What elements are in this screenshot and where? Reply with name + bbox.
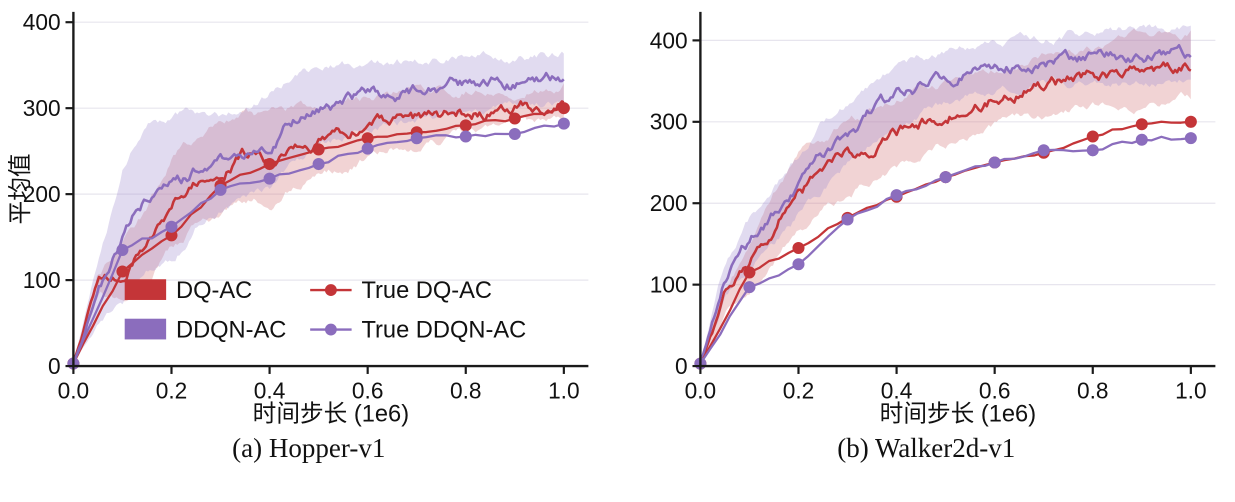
- svg-text:100: 100: [23, 267, 61, 293]
- svg-text:0.6: 0.6: [978, 378, 1010, 404]
- series-true-ddqn-ac: [693, 132, 1197, 370]
- svg-text:DQ-AC: DQ-AC: [176, 278, 252, 304]
- marker-true-ddqn-ac: [508, 127, 521, 140]
- axes: [65, 11, 589, 374]
- marker-true-dq-ac: [361, 132, 374, 145]
- marker-true-ddqn-ac: [742, 281, 755, 294]
- band-ddqn-ac: [73, 50, 564, 366]
- marker-true-ddqn-ac: [1135, 133, 1148, 146]
- marker-true-dq-ac: [1135, 118, 1148, 131]
- legend-marker-icon: [324, 323, 337, 336]
- marker-true-dq-ac: [312, 143, 325, 156]
- series-true-ddqn-ac: [67, 117, 570, 370]
- hopper-chart: 0 100 200 300 400 0.0 0.2 0.4 0.6 0.8 1.0 时间步长 (1e6…: [8, 9, 589, 427]
- line-dq-ac: [72, 100, 565, 364]
- svg-text:0.8: 0.8: [1076, 378, 1108, 404]
- svg-text:1.0: 1.0: [1175, 378, 1207, 404]
- svg-text:0.4: 0.4: [880, 378, 912, 404]
- svg-text:0.8: 0.8: [450, 378, 482, 404]
- marker-true-ddqn-ac: [214, 183, 227, 196]
- marker-true-dq-ac: [508, 112, 521, 125]
- legend-patch-icon: [124, 318, 167, 340]
- line-ddqn-ac: [72, 71, 565, 364]
- marker-true-dq-ac: [263, 158, 276, 171]
- marker-true-dq-ac: [742, 266, 755, 279]
- marker-true-dq-ac: [459, 119, 472, 132]
- walker-chart: 0 100 200 300 400 0.0 0.2 0.4 0.6 0.8 1.0 时间步长 (1e6…: [649, 11, 1215, 427]
- line-ddqn-ac: [698, 43, 1192, 364]
- svg-text:200: 200: [23, 181, 61, 207]
- svg-text:1.0: 1.0: [548, 378, 580, 404]
- marker-true-dq-ac: [1184, 115, 1197, 128]
- y-axis-label: 平均值: [8, 153, 34, 224]
- svg-text:300: 300: [649, 109, 687, 135]
- x-axis-label: 时间步长 (1e6): [253, 400, 409, 427]
- captions-row: (a) Hopper-v1 (b) Walker2d-v1: [0, 433, 1235, 464]
- marker-true-dq-ac: [116, 265, 129, 278]
- legend-item-true-dq-ac: True DQ-AC: [310, 278, 492, 304]
- training-curves: [698, 43, 1192, 365]
- svg-text:200: 200: [649, 190, 687, 216]
- axes: [692, 11, 1215, 374]
- band-ddqn-ac: [699, 24, 1191, 366]
- svg-text:300: 300: [23, 95, 61, 121]
- band-dq-ac: [699, 28, 1191, 366]
- marker-true-dq-ac: [557, 102, 570, 115]
- marker-true-ddqn-ac: [116, 243, 129, 257]
- svg-text:0.4: 0.4: [254, 378, 286, 404]
- svg-text:0.6: 0.6: [352, 378, 384, 404]
- legend-item-dq-ac: DQ-AC: [124, 278, 252, 304]
- marker-true-ddqn-ac: [557, 117, 570, 130]
- marker-true-ddqn-ac: [263, 172, 276, 185]
- marker-true-ddqn-ac: [988, 156, 1001, 169]
- svg-text:400: 400: [23, 9, 61, 35]
- svg-text:100: 100: [649, 272, 687, 298]
- marker-true-ddqn-ac: [1086, 144, 1099, 157]
- tick-labels: 0 100 200 300 400 0.0 0.2 0.4 0.6 0.8 1.0: [23, 9, 580, 404]
- legend-item-true-ddqn-ac: True DDQN-AC: [310, 317, 526, 343]
- marker-true-ddqn-ac: [361, 142, 374, 155]
- charts-row: 0 100 200 300 400 0.0 0.2 0.4 0.6 0.8 1.0 时间步长 (1e6…: [0, 4, 1235, 429]
- band-dq-ac: [73, 83, 564, 366]
- svg-text:0.0: 0.0: [58, 378, 90, 404]
- marker-true-ddqn-ac: [939, 171, 952, 184]
- caption-hopper: (a) Hopper-v1: [232, 433, 386, 464]
- tick-labels: 0 100 200 300 400 0.0 0.2 0.4 0.6 0.8 1.0: [649, 27, 1206, 403]
- evaluation-curves: [67, 102, 570, 370]
- x-axis-label: 时间步长 (1e6): [879, 400, 1035, 427]
- marker-true-ddqn-ac: [841, 213, 854, 226]
- marker-true-ddqn-ac: [1037, 144, 1050, 157]
- svg-text:True DDQN-AC: True DDQN-AC: [361, 317, 526, 343]
- legend-marker-icon: [324, 284, 337, 297]
- marker-true-ddqn-ac: [791, 258, 805, 271]
- caption-walker: (b) Walker2d-v1: [837, 433, 1016, 464]
- marker-true-dq-ac: [791, 241, 805, 255]
- svg-text:0: 0: [48, 353, 61, 379]
- svg-text:DDQN-AC: DDQN-AC: [176, 317, 286, 343]
- marker-true-ddqn-ac: [165, 220, 178, 233]
- marker-true-ddqn-ac: [312, 158, 325, 171]
- marker-true-ddqn-ac: [459, 130, 472, 143]
- marker-true-dq-ac: [1086, 130, 1099, 143]
- confidence-bands: [73, 50, 564, 366]
- svg-text:0: 0: [674, 353, 687, 379]
- chart-panel-hopper: 0 100 200 300 400 0.0 0.2 0.4 0.6 0.8 1.0 时间步长 (1e6…: [8, 4, 601, 429]
- svg-text:400: 400: [649, 27, 687, 53]
- legend-patch-icon: [124, 279, 167, 300]
- evaluation-curves: [693, 115, 1197, 370]
- marker-true-ddqn-ac: [410, 132, 423, 145]
- svg-text:0.2: 0.2: [156, 378, 188, 404]
- training-curves: [72, 71, 565, 364]
- svg-text:True DQ-AC: True DQ-AC: [361, 278, 492, 304]
- svg-text:0.2: 0.2: [782, 378, 814, 404]
- marker-true-ddqn-ac: [1184, 132, 1197, 145]
- svg-text:0.0: 0.0: [684, 378, 716, 404]
- confidence-bands: [699, 24, 1191, 366]
- legend: DQ-AC DDQN-AC True DQ-AC True DDQN-AC: [124, 278, 526, 343]
- chart-panel-walker: 0 100 200 300 400 0.0 0.2 0.4 0.6 0.8 1.0 时间步长 (1e6…: [635, 4, 1228, 429]
- marker-true-ddqn-ac: [890, 189, 903, 202]
- line-dq-ac: [698, 61, 1191, 365]
- legend-item-ddqn-ac: DDQN-AC: [124, 317, 286, 343]
